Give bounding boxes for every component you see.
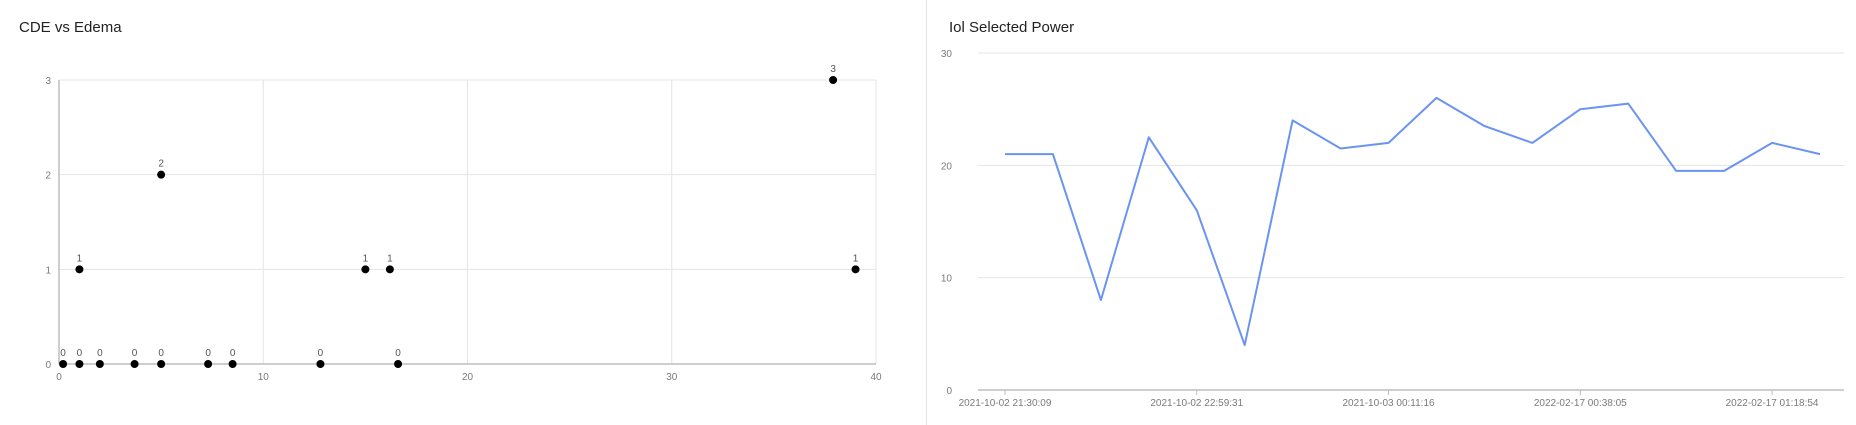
data-point <box>130 360 139 368</box>
chart-title: CDE vs Edema <box>19 19 122 36</box>
x-tick-label: 2022-02-17 01:18:54 <box>1726 398 1819 409</box>
data-point <box>157 170 166 179</box>
data-point <box>75 360 84 368</box>
data-label: 1 <box>77 253 83 264</box>
data-point <box>59 360 68 368</box>
data-point <box>75 265 84 274</box>
data-point <box>316 360 325 368</box>
x-tick-label: 30 <box>666 372 678 383</box>
grid <box>59 79 877 364</box>
series <box>1005 96 1821 347</box>
data-point <box>95 360 104 368</box>
data-point <box>394 360 403 368</box>
y-tick-label: 0 <box>946 386 952 397</box>
panel-divider <box>926 0 927 425</box>
y-tick-label: 3 <box>45 76 51 87</box>
data-label: 1 <box>387 253 393 264</box>
data-label: 0 <box>77 348 83 359</box>
x-tick-label: 0 <box>56 372 62 383</box>
data-label: 0 <box>132 348 138 359</box>
iol-selected-power-panel: Iol Selected Power 0 10 20 30 2021-10-02 21:… <box>928 0 1856 425</box>
x-tick-label: 40 <box>870 372 882 383</box>
y-tick-label: 30 <box>941 49 953 60</box>
data-point <box>204 360 213 368</box>
data-point <box>361 265 370 274</box>
x-tick-label: 20 <box>462 372 474 383</box>
axes <box>978 389 1844 395</box>
y-tick-label: 20 <box>941 161 953 172</box>
data-label: 0 <box>395 348 401 359</box>
x-tick-label: 2022-02-17 00:38:05 <box>1534 398 1627 409</box>
data-point <box>157 360 166 368</box>
data-points <box>59 76 860 368</box>
data-label: 0 <box>97 348 103 359</box>
x-tick-label: 10 <box>258 372 270 383</box>
data-label: 1 <box>853 253 859 264</box>
x-tick-label: 2021-10-03 00:11:16 <box>1342 398 1435 409</box>
data-label: 1 <box>363 253 369 264</box>
tick-labels: 0 10 20 30 2021-10-02 21:30:09 2021-10-02 22:… <box>941 49 1819 409</box>
series-line <box>1005 96 1821 347</box>
y-tick-label: 0 <box>45 360 51 371</box>
y-tick-label: 1 <box>45 265 51 276</box>
data-label: 0 <box>60 348 66 359</box>
data-label: 2 <box>158 159 164 170</box>
data-label: 0 <box>205 348 211 359</box>
data-label: 0 <box>318 348 324 359</box>
chart-title: Iol Selected Power <box>949 19 1075 36</box>
axes <box>58 80 876 365</box>
data-labels: 0 0 0 0 0 0 0 0 01 1 1 123 <box>60 64 858 359</box>
data-point <box>829 76 838 84</box>
data-label: 0 <box>158 348 164 359</box>
data-point <box>851 265 860 274</box>
x-tick-label: 2021-10-02 21:30:09 <box>959 398 1052 409</box>
grid <box>978 52 1844 279</box>
data-point <box>385 265 394 274</box>
x-tick-label: 2021-10-02 22:59:31 <box>1150 398 1243 409</box>
data-point <box>228 360 237 368</box>
y-tick-label: 2 <box>45 171 51 182</box>
y-tick-label: 10 <box>941 274 953 285</box>
line-chart: 0 10 20 30 2021-10-02 21:30:09 2021-10-02 22:… <box>941 49 1844 409</box>
data-label: 0 <box>230 348 236 359</box>
data-label: 3 <box>830 64 836 75</box>
